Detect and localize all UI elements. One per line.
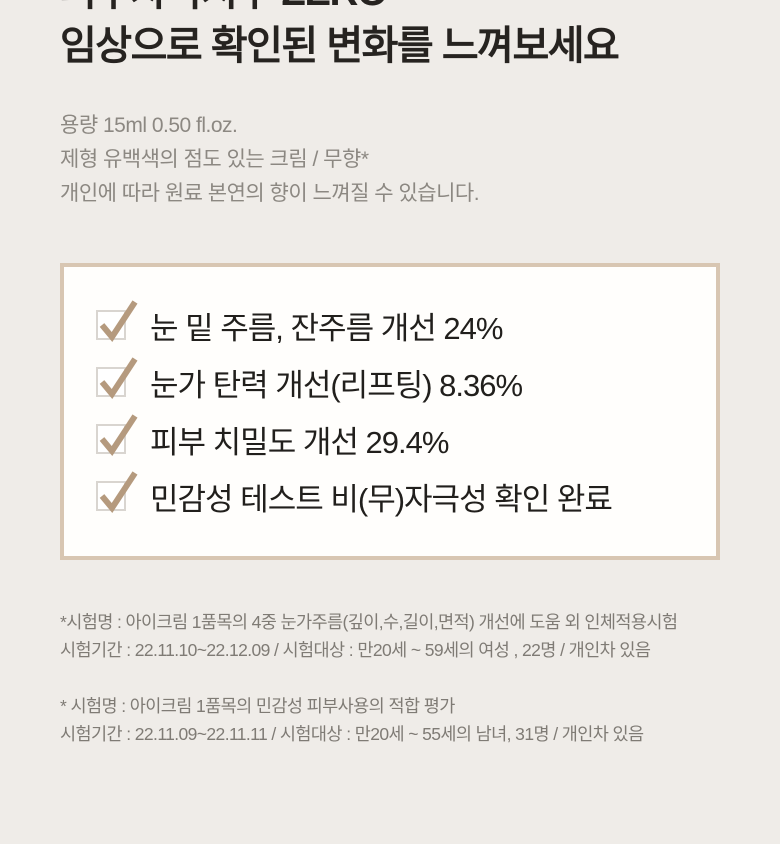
spec-scent-note: 개인에 따라 원료 본연의 향이 느껴질 수 있습니다. (60, 182, 480, 205)
test-footnote-wrinkle: *시험명 : 아이크림 1품목의 4중 눈가주름(깊이,수,길이,면적) 개선에… (60, 608, 720, 664)
claim-row: 눈가 탄력 개선(리프팅) 8.36% (96, 357, 696, 403)
spec-texture: 제형 유백색의 점도 있는 크림 / 무향* (60, 148, 369, 171)
claim-text: 피부 치밀도 개선 29.4% (150, 424, 449, 460)
footnote-line: * 시험명 : 아이크림 1품목의 민감성 피부사용의 적합 평가 (60, 696, 455, 716)
clinical-claims-box: 눈 밑 주름, 잔주름 개선 24% 눈가 탄력 개선(리프팅) 8.36% 피… (60, 263, 720, 560)
claim-row: 피부 치밀도 개선 29.4% (96, 414, 696, 460)
footnote-line: 시험기간 : 22.11.09~22.11.11 / 시험대상 : 만20세 ~… (60, 724, 644, 744)
claim-text: 눈 밑 주름, 잔주름 개선 24% (150, 310, 503, 346)
claim-text: 눈가 탄력 개선(리프팅) 8.36% (150, 367, 523, 403)
test-footnote-sensitivity: * 시험명 : 아이크림 1품목의 민감성 피부사용의 적합 평가 시험기간 :… (60, 692, 720, 748)
footnote-line: *시험명 : 아이크림 1품목의 4중 눈가주름(깊이,수,길이,면적) 개선에… (60, 612, 678, 632)
section-title-line2: 임상으로 확인된 변화를 느껴보세요 (60, 24, 620, 68)
checkbox-checked-icon (96, 414, 138, 457)
checkbox-checked-icon (96, 471, 138, 514)
section-title-line1: 피부자극지수 ZERO (60, 0, 720, 19)
claim-row: 민감성 테스트 비(무)자극성 확인 완료 (96, 471, 696, 517)
checkbox-checked-icon (96, 300, 138, 343)
product-specs: 용량 15ml 0.50 fl.oz. 제형 유백색의 점도 있는 크림 / 무… (60, 109, 720, 211)
claim-text: 민감성 테스트 비(무)자극성 확인 완료 (150, 481, 613, 517)
spec-volume: 용량 15ml 0.50 fl.oz. (60, 114, 238, 137)
footnote-line: 시험기간 : 22.11.10~22.12.09 / 시험대상 : 만20세 ~… (60, 640, 651, 660)
section-title: 피부자극지수 ZERO 임상으로 확인된 변화를 느껴보세요 (60, 0, 720, 73)
checkbox-checked-icon (96, 357, 138, 400)
claim-row: 눈 밑 주름, 잔주름 개선 24% (96, 300, 696, 346)
